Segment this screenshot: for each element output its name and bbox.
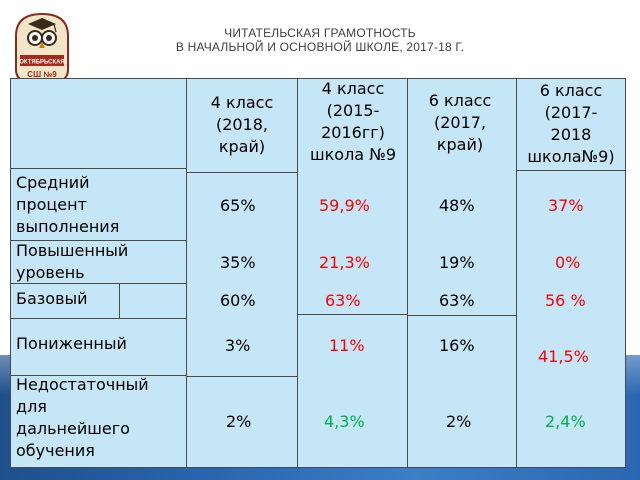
page-title: ЧИТАТЕЛЬСКАЯ ГРАМОТНОСТЬ В НАЧАЛЬНОЙ И О… (80, 26, 560, 54)
title-line-1: ЧИТАТЕЛЬСКАЯ ГРАМОТНОСТЬ (224, 26, 416, 40)
row-label: Повышенный уровень (16, 241, 129, 282)
cell-value: 37% (548, 196, 584, 215)
cell-value: 2,4% (545, 412, 586, 431)
grid-line (10, 78, 11, 468)
grid-line (407, 78, 408, 468)
grid-line (10, 467, 626, 468)
grid-line (186, 78, 187, 468)
grid-line (407, 315, 516, 316)
logo-text-1: ОКТЯБРЬСКАЯ (19, 60, 65, 66)
cell-value: 35% (220, 253, 256, 272)
cell-value: 63% (325, 291, 361, 310)
grid-line (297, 314, 407, 315)
cell-value: 41,5% (538, 347, 589, 366)
grid-line (297, 78, 298, 468)
row-label: Средний процент выполнения (16, 173, 120, 236)
cell-value: 4,3% (324, 412, 365, 431)
grid-line (516, 170, 626, 171)
grid-line (625, 78, 626, 468)
cell-value: 0% (555, 253, 581, 272)
column-header: 6 класс (2017, край) (428, 91, 492, 154)
grid-line (10, 78, 626, 79)
grid-line (186, 376, 297, 377)
title-line-2: В НАЧАЛЬНОЙ И ОСНОВНОЙ ШКОЛЕ, 2017-18 Г. (175, 40, 465, 54)
cell-value: 2% (446, 412, 472, 431)
cell-value: 60% (220, 291, 256, 310)
grid-line (10, 318, 186, 319)
cell-value: 48% (439, 196, 475, 215)
column-header: 4 класс (2018, край) (210, 93, 274, 156)
grid-line (119, 283, 120, 318)
cell-value: 19% (439, 253, 475, 272)
column-header: 4 класс (2015- 2016гг) школа №9 (309, 79, 397, 164)
school-logo: ОКТЯБРЬСКАЯ СШ №9 (15, 12, 69, 88)
logo-text-2: СШ №9 (27, 70, 57, 79)
grid-line (10, 375, 186, 376)
column-header: 6 класс (2017- 2018 школа№9) (527, 81, 615, 166)
row-label: Базовый (16, 289, 88, 308)
cell-value: 16% (439, 336, 475, 355)
cell-value: 65% (220, 196, 256, 215)
cell-value: 21,3% (319, 253, 370, 272)
cell-value: 56 % (545, 291, 586, 310)
cell-value: 3% (225, 336, 251, 355)
grid-line (186, 172, 297, 173)
grid-line (516, 78, 517, 468)
results-table: 4 класс (2018, край) 4 класс (2015- 2016гг) ш… (10, 78, 626, 468)
cell-value: 11% (329, 336, 365, 355)
grid-line (10, 168, 186, 169)
cell-value: 2% (226, 412, 252, 431)
row-label: Пониженный (16, 334, 127, 353)
grid-line (10, 283, 186, 284)
grid-line (10, 240, 186, 241)
cell-value: 59,9% (319, 196, 370, 215)
cell-value: 63% (439, 291, 475, 310)
row-label: Недостаточный для дальнейшего обучения (16, 375, 149, 460)
